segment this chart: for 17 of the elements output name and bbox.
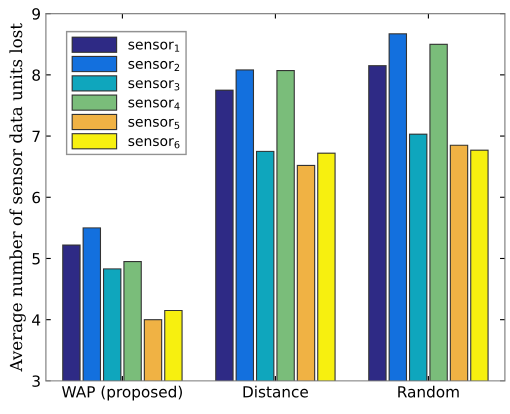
legend-label: sensor$_{3}$ — [128, 80, 180, 90]
y-axis-title: Average number of sensor data units lost — [9, 23, 26, 372]
y-tick-label: 8 — [32, 69, 40, 81]
y-tick-label: 4 — [32, 314, 40, 326]
x-tick-label: WAP (proposed) — [62, 386, 182, 401]
legend-label: sensor$_{5}$ — [128, 118, 180, 130]
legend-label: sensor$_{4}$ — [128, 100, 180, 110]
x-tick-label: Random — [398, 386, 459, 398]
y-tick-label: 6 — [32, 192, 40, 204]
y-tick-label: 5 — [32, 253, 40, 264]
y-tick-label: 9 — [32, 8, 40, 20]
x-tick-label: Distance — [244, 386, 308, 398]
legend-label: sensor$_{2}$ — [128, 60, 180, 71]
legend-label: sensor$_{1}$ — [128, 42, 180, 52]
y-tick-label: 3 — [32, 375, 40, 387]
y-tick-label: 7 — [32, 130, 40, 142]
legend-label: sensor$_{6}$ — [128, 138, 180, 148]
